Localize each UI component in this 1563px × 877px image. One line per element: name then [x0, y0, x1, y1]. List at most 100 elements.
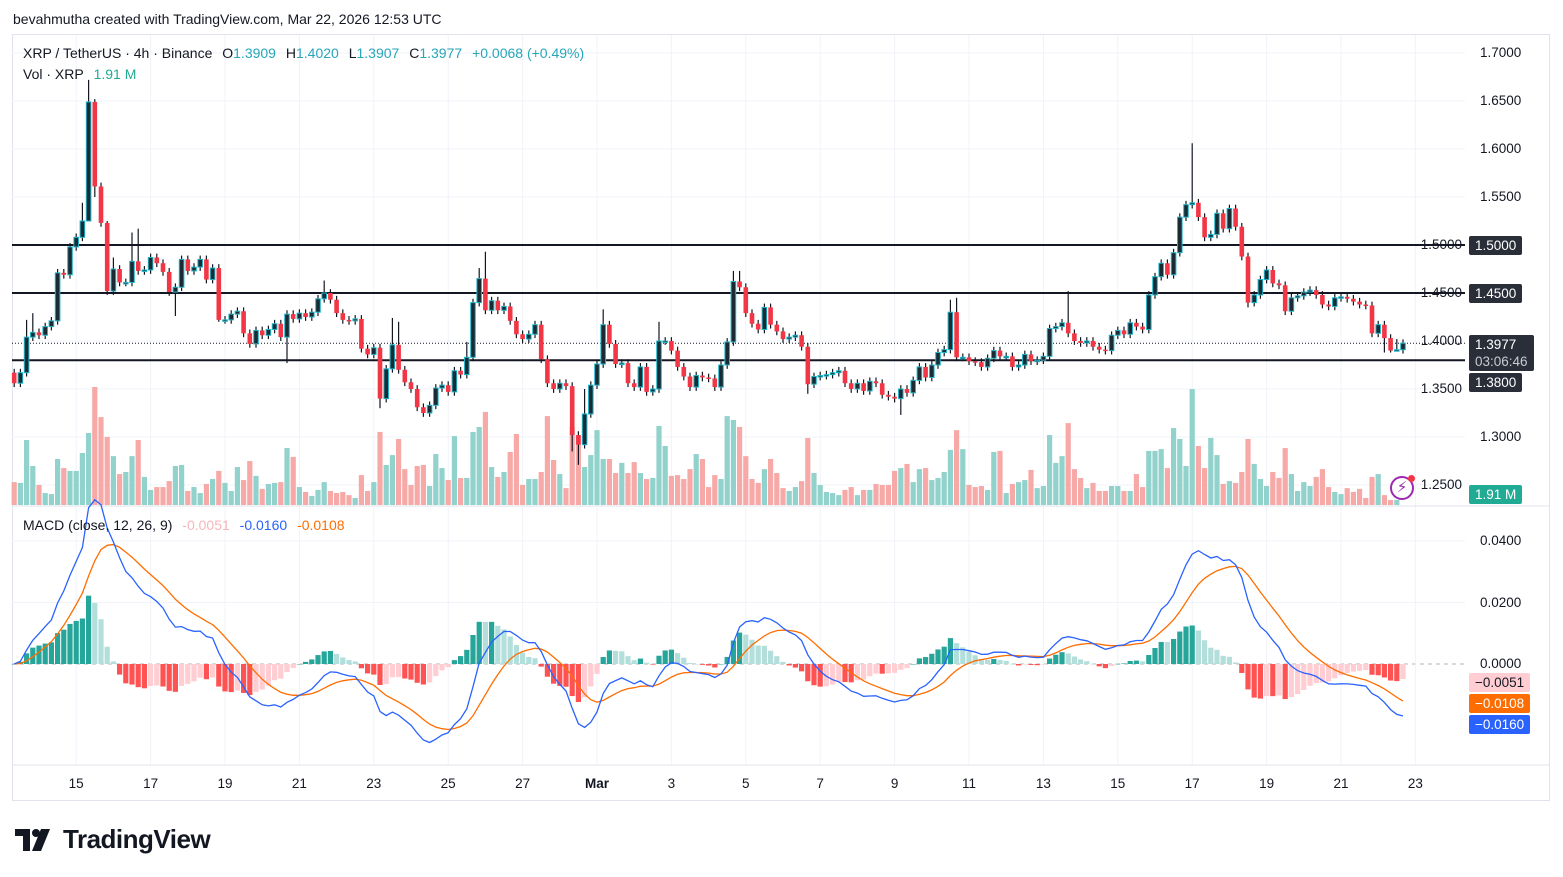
volume-bar	[842, 489, 848, 505]
volume-bar	[24, 440, 30, 505]
candle	[693, 371, 700, 391]
candle-body	[979, 362, 984, 367]
candle	[11, 368, 17, 388]
volume-bar	[129, 456, 135, 505]
candle-body	[154, 257, 160, 264]
macd-title[interactable]: MACD (close, 12, 26, 9)	[23, 517, 173, 533]
macd-histogram-bar	[557, 664, 563, 686]
candle-body	[483, 278, 488, 311]
candle-body	[222, 319, 228, 322]
candle	[278, 319, 284, 341]
volume-bar	[923, 468, 929, 505]
volume-bar	[947, 449, 953, 505]
macd-histogram-bar	[1288, 664, 1294, 698]
volume-bar	[712, 475, 718, 505]
macd-histogram-bar	[272, 664, 278, 681]
volume-bar	[966, 484, 972, 505]
candle	[135, 228, 141, 275]
macd-tick-label: 0.0200	[1480, 594, 1522, 610]
macd-histogram-bar	[699, 664, 705, 665]
candle	[433, 384, 439, 410]
macd-histogram-bar	[1233, 662, 1239, 664]
candle-body	[1196, 202, 1201, 218]
candle-body	[92, 101, 98, 187]
volume-bar	[433, 454, 439, 505]
candle	[842, 366, 848, 388]
candle-body	[743, 287, 749, 314]
volume-bar	[451, 436, 457, 505]
volume-bar	[910, 482, 916, 505]
macd-histogram-bar	[141, 664, 147, 689]
time-tick-label: 19	[217, 776, 233, 791]
candle	[1245, 252, 1251, 308]
candle-body	[1357, 301, 1362, 305]
macd-histogram-bar	[1047, 658, 1053, 664]
candle-body	[836, 370, 842, 374]
macd-histogram-bar	[997, 659, 1003, 664]
volume-bar	[588, 455, 594, 505]
macd-histogram-bar	[259, 664, 265, 690]
candle	[947, 299, 954, 354]
candle-body	[687, 376, 693, 388]
macd-histogram-bar	[1388, 664, 1394, 681]
volume-bar	[737, 427, 743, 505]
macd-histogram-bar	[321, 651, 327, 664]
candle	[371, 343, 377, 359]
candle	[581, 389, 588, 449]
volume-bar	[464, 477, 470, 505]
volume-bar	[1195, 445, 1201, 505]
high-value: 1.4020	[295, 45, 339, 61]
candle-body	[110, 268, 117, 292]
macd-histogram-bar	[631, 660, 637, 664]
candle	[402, 365, 408, 387]
lightning-icon[interactable]: ⚡	[1390, 475, 1415, 500]
candle-body	[966, 357, 972, 362]
candle	[1394, 339, 1400, 352]
macd-histogram-bar	[892, 664, 898, 673]
macd-histogram-bar	[1350, 664, 1356, 672]
tradingview-logo[interactable]: TradingView	[15, 824, 211, 855]
volume-bar	[1388, 500, 1394, 505]
candle-body	[644, 366, 649, 392]
candle	[1065, 291, 1071, 338]
candle-body	[829, 372, 836, 376]
candle-body	[1028, 354, 1034, 362]
candle-body	[445, 385, 451, 392]
volume-bar	[575, 435, 581, 505]
candle	[470, 298, 476, 362]
candle	[61, 269, 67, 279]
volume-bar	[1295, 490, 1301, 505]
volume-bar	[1319, 469, 1325, 505]
volume-bar	[774, 473, 780, 505]
macd-histogram-bar	[104, 646, 110, 664]
candle	[867, 377, 873, 395]
volume-bar	[427, 486, 433, 505]
candle	[706, 373, 711, 383]
time-tick-label: 27	[515, 776, 531, 791]
candle-body	[799, 335, 804, 347]
macd-histogram-bar	[743, 634, 749, 664]
candle	[315, 294, 321, 317]
macd-histogram-bar	[1102, 664, 1108, 669]
macd-histogram-bar	[408, 664, 414, 680]
macd-histogram-bar	[1239, 664, 1245, 673]
candle	[1158, 259, 1165, 281]
volume-label[interactable]: Vol · XRP	[23, 66, 84, 82]
candle	[1022, 350, 1028, 369]
candle	[1375, 320, 1382, 338]
volume-bar	[1016, 482, 1022, 505]
volume-bar	[898, 468, 904, 505]
macd-histogram-bar	[92, 603, 98, 664]
symbol-title[interactable]: XRP / TetherUS · 4h · Binance	[23, 45, 213, 61]
candle	[501, 302, 507, 315]
macd-histogram-bar	[1326, 664, 1332, 682]
volume-bar	[749, 479, 755, 505]
volume-bar	[1350, 492, 1356, 505]
candle-body	[321, 292, 327, 300]
candle	[191, 263, 197, 275]
candle-body	[61, 272, 67, 275]
time-tick-label: 9	[890, 776, 899, 791]
candle	[1369, 301, 1375, 338]
volume-bar	[148, 489, 154, 505]
